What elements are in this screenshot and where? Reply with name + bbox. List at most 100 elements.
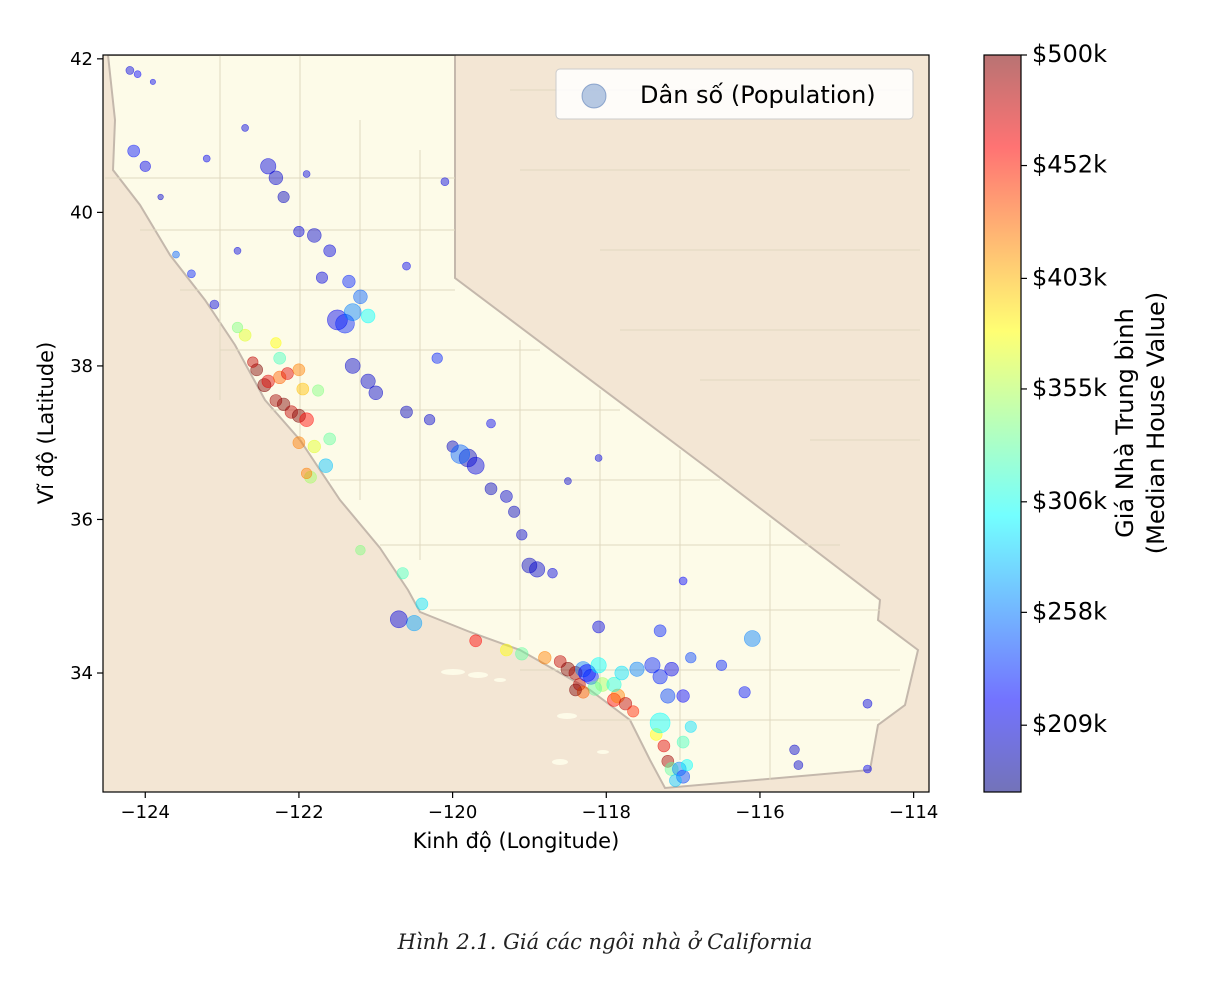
data-point [743,630,761,647]
y-axis-ticks: 34 36 38 40 42 [70,49,103,684]
data-point [269,394,283,407]
data-point [521,557,538,574]
data-point [261,374,275,388]
data-point [342,274,356,289]
data-point [402,261,411,271]
legend-marker [581,83,607,109]
data-point [315,271,328,284]
data-point [538,651,552,665]
data-point [676,735,690,749]
data-point [368,385,383,400]
x-tick-label: −124 [121,802,170,823]
y-tick-label: 34 [70,663,93,684]
data-point [578,664,596,682]
data-point [649,712,671,734]
data-point [486,418,496,429]
data-point [292,436,306,450]
data-point [569,683,582,697]
data-point [241,124,249,132]
data-point [440,177,450,186]
colorbar-tick-label: $355k [1032,374,1107,402]
data-point [564,477,572,485]
x-axis-label: Kinh độ (Longitude) [413,829,620,853]
data-point [587,681,602,696]
data-point [652,669,668,685]
data-point [618,697,633,711]
data-point [576,685,590,699]
data-point [676,769,690,784]
data-point [678,576,688,586]
data-point [669,774,682,787]
data-point [299,412,314,427]
data-point [247,356,259,368]
data-point [547,567,558,579]
data-point [389,610,408,629]
data-point [307,228,322,243]
data-point [515,647,529,661]
data-point [400,405,413,419]
x-axis-ticks: −124 −122 −120 −118 −116 −114 [121,792,938,823]
data-point [277,191,290,204]
data-point [187,269,196,279]
data-point [353,289,368,304]
data-point [614,665,629,681]
data-point [516,529,528,541]
data-point [355,544,366,556]
data-point [595,677,610,692]
data-point [424,414,436,426]
data-point [273,370,287,385]
data-point [296,382,310,396]
data-point [292,363,306,377]
data-point [281,367,294,380]
colorbar-tick-label: $258k [1032,597,1107,625]
data-point [583,668,599,685]
data-point [231,321,244,334]
data-point [344,358,361,374]
data-point [680,759,693,772]
legend: Dân số (Population) [555,68,914,120]
data-point [500,643,513,657]
data-point [273,351,287,365]
colorbar-tick-label: $500k [1032,40,1107,68]
y-tick-label: 36 [70,509,93,530]
data-point [260,158,277,175]
data-point [664,661,679,677]
data-point [323,432,337,446]
scatter-points [125,66,873,787]
data-point [508,505,521,518]
colorbar-label-line1: Giá Nhà Trung bình [1111,308,1139,538]
data-point [133,70,142,78]
data-point [415,597,429,611]
colorbar-tick-label: $306k [1032,487,1107,515]
data-point [661,754,675,768]
data-point [592,620,605,634]
data-point [233,247,242,255]
data-point [157,193,164,201]
colorbar-tick-label: $403k [1032,263,1107,291]
data-point [685,652,697,664]
data-point [335,314,355,334]
data-point [360,308,376,324]
data-point [450,444,470,464]
data-point [660,688,676,704]
y-axis-label: Vĩ độ (Latitude) [34,342,58,505]
data-point [209,299,220,310]
data-point [657,739,671,753]
data-point [293,226,305,238]
data-point [268,170,284,186]
plot-frame [102,54,930,793]
data-point [789,744,800,755]
data-point [139,160,151,172]
colorbar-tick-label: $209k [1032,710,1107,738]
data-point [590,657,607,674]
x-tick-label: −114 [889,802,938,823]
data-point [594,454,603,462]
data-point [606,676,622,692]
data-point [307,439,321,454]
data-point [500,490,513,503]
data-point [793,760,804,770]
colorbar: $209k $258k $306k $355k $403k $452k $500k Giá … [983,40,1170,793]
data-point [302,170,311,178]
data-point [257,378,272,392]
